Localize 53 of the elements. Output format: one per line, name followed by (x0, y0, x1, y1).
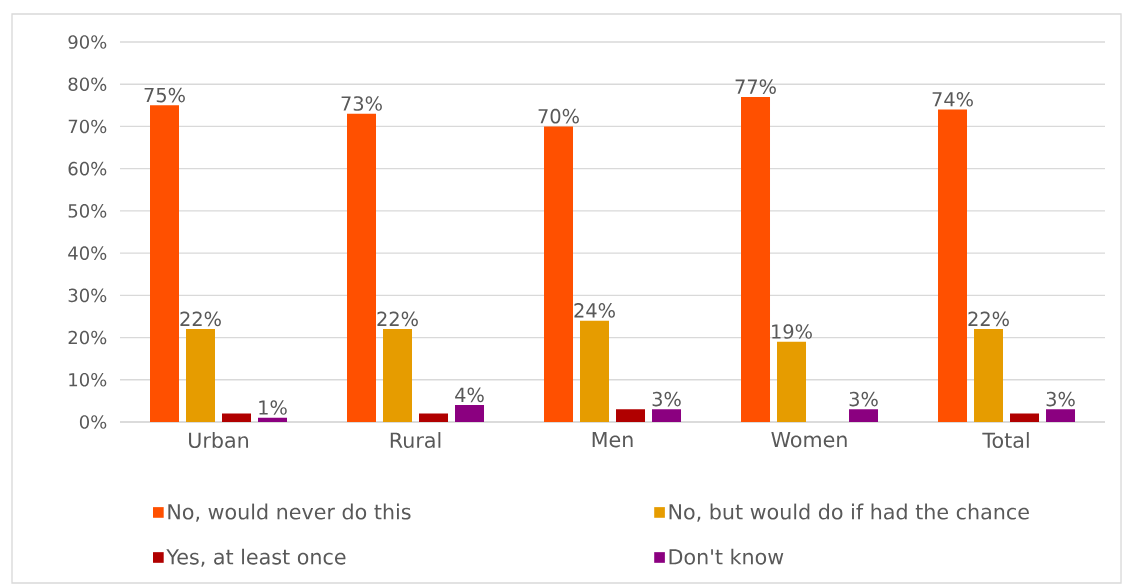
bar (938, 109, 968, 422)
y-tick-label: 60% (68, 161, 107, 176)
bar (849, 409, 879, 422)
bar (777, 341, 807, 422)
data-label: 70% (538, 108, 579, 124)
y-tick-label: 40% (68, 246, 107, 260)
bar (258, 417, 288, 422)
bar (580, 320, 610, 422)
bar (741, 96, 771, 422)
bar (544, 126, 574, 422)
legend-label: Yes, at least once (166, 548, 346, 567)
data-label: 3% (1046, 391, 1075, 407)
x-tick-label: Total (982, 432, 1029, 449)
y-tick-label: 0% (79, 415, 107, 429)
y-tick-label: 80% (68, 77, 107, 92)
data-label: 22% (180, 311, 221, 327)
x-tick-label: Men (592, 432, 633, 448)
bar (616, 409, 646, 422)
y-tick-label: 10% (69, 372, 107, 387)
y-tick-label: 90% (68, 35, 107, 49)
bar (347, 113, 377, 422)
y-tick-label: 30% (68, 288, 107, 303)
x-tick-label: Women (771, 432, 847, 448)
data-label: 22% (968, 311, 1009, 327)
y-tick-label: 20% (68, 330, 107, 345)
bar (383, 329, 412, 422)
data-label: 4% (455, 387, 484, 403)
bar (222, 413, 252, 422)
data-label: 75% (144, 87, 185, 103)
bar (455, 405, 485, 422)
bar (652, 409, 682, 422)
data-label: 74% (932, 91, 973, 107)
legend-label: No, but would do if had the chance (669, 503, 1029, 522)
legend-label: No, would never do this (168, 503, 411, 522)
y-tick-label: 50% (68, 204, 107, 218)
bar (186, 329, 215, 422)
data-label: 3% (849, 391, 878, 407)
y-tick-label: 70% (68, 119, 107, 134)
legend-label: Don't know (669, 548, 784, 565)
data-label: 3% (652, 391, 681, 407)
data-label: 19% (772, 324, 812, 339)
x-tick-label: Rural (390, 432, 441, 449)
x-tick-label: Urban (189, 432, 248, 449)
bar (150, 105, 179, 422)
bar (974, 329, 1004, 422)
data-label: 24% (574, 303, 615, 318)
data-label: 73% (341, 96, 382, 111)
data-label: 22% (377, 311, 418, 327)
bar (1010, 413, 1040, 422)
data-label: 77% (735, 79, 776, 94)
bar (1046, 409, 1076, 422)
bar (419, 413, 449, 422)
data-label: 1% (259, 400, 287, 415)
